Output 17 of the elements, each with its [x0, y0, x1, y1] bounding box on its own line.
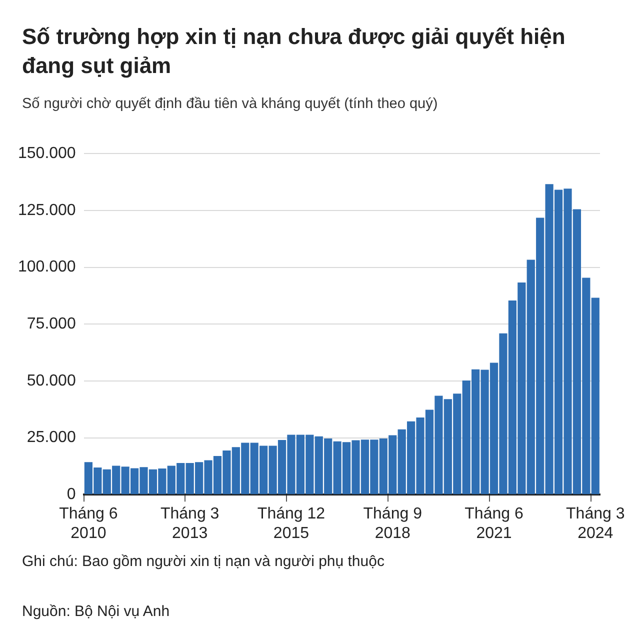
y-tick-label: 150.000 [18, 145, 76, 162]
y-tick-label: 100.000 [18, 258, 76, 276]
x-tick-label: Tháng 6 2021 [464, 506, 524, 542]
chart-title: Số trường hợp xin tị nạn chưa được giải quyết hiện đang sụt giảm [22, 23, 566, 80]
x-tick-label: Tháng 6 2010 [59, 506, 118, 542]
chart-subtitle: Số người chờ quyết định đầu tiên và kháng quyết (tính theo quý) [22, 96, 438, 112]
y-tick-label: 125.000 [18, 202, 76, 219]
text: Ghi chú: Bao gồm người xin tị nạn và người phụ thuộc [22, 553, 384, 570]
x-tick-label: Tháng 9 2018 [363, 506, 422, 542]
y-tick-label: 25.000 [26, 429, 76, 446]
x-tick-label: Tháng 3 2013 [160, 506, 220, 542]
y-tick-label: 50.000 [26, 372, 76, 390]
text: Nguồn: Bộ Nội vụ Anh [22, 603, 170, 620]
y-tick-label: 75.000 [26, 316, 76, 333]
x-tick-label: Tháng 3 2024 [566, 506, 625, 542]
y-tick-label: 0 [66, 486, 76, 504]
x-tick-label: Tháng 12 2015 [257, 506, 326, 542]
